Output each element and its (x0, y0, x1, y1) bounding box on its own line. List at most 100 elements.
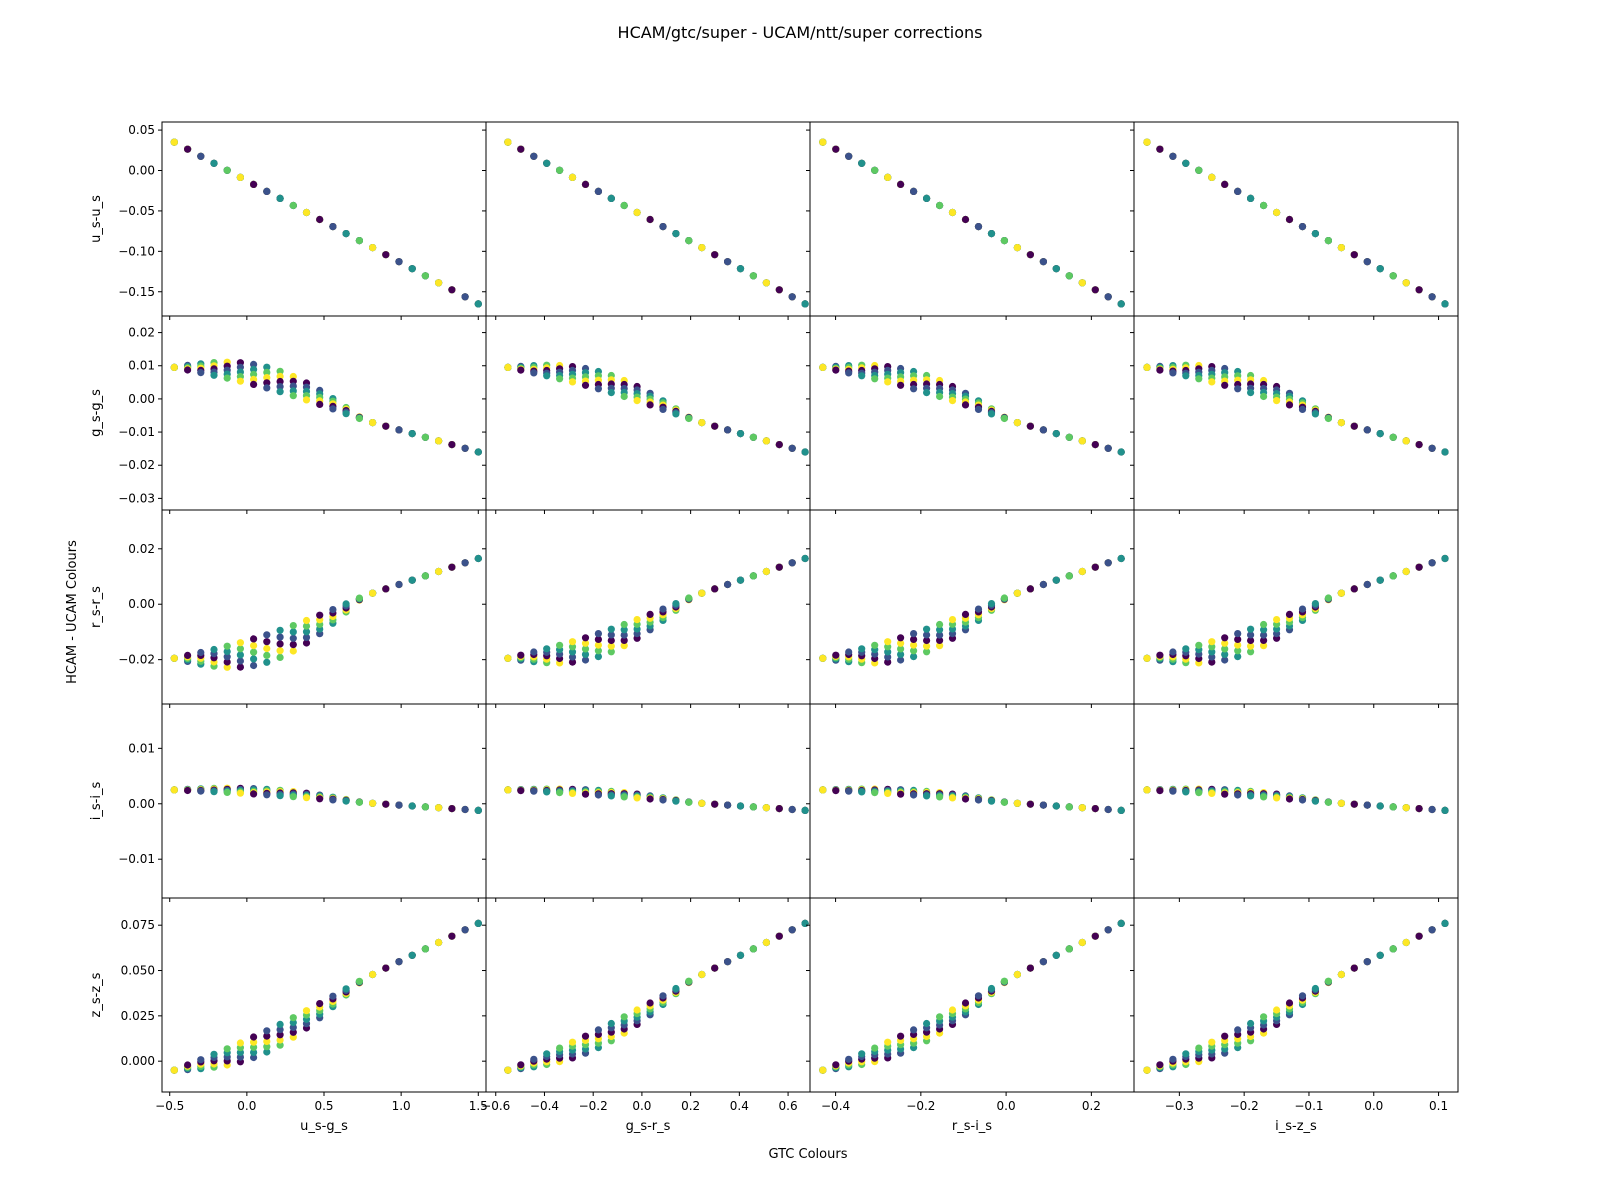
scatter-point (961, 610, 970, 619)
scatter-point (775, 932, 783, 940)
panel-z_s-z_s-vs-u_s-g_s: 0.075 0.050 0.025 0.000 −0.5 0.0 0.5 1.0 1.5 z_s-… (89, 897, 488, 1134)
scatter-point (1052, 430, 1060, 438)
x-tick-label: −0.4 (821, 1099, 850, 1113)
scatter-point (1078, 804, 1086, 812)
scatter-point (355, 977, 363, 985)
scatter-point (1376, 576, 1384, 584)
scatter-point (1065, 433, 1073, 441)
scatter-point (1247, 636, 1255, 645)
scatter-point (724, 426, 732, 434)
scatter-point (474, 300, 482, 308)
scatter-point (1104, 293, 1112, 301)
scatter-point (1415, 805, 1423, 813)
y-tick-label: −0.15 (118, 285, 155, 299)
x-tick-label: −0.6 (481, 1099, 510, 1113)
scatter-point (517, 787, 525, 795)
scatter-point (448, 563, 456, 571)
scatter-point (263, 384, 271, 392)
scatter-point (236, 789, 244, 797)
scatter-point (858, 159, 866, 167)
scatter-point (607, 389, 615, 397)
scatter-point (530, 648, 538, 656)
scatter-point (250, 1038, 258, 1046)
scatter-point (1402, 437, 1410, 445)
scatter-points (504, 138, 809, 308)
scatter-point (1441, 300, 1449, 308)
scatter-point (819, 654, 827, 662)
scatter-points (819, 785, 1125, 815)
panel-u_s-u_s-vs-u_s-g_s: 0.05 0.00 −0.05 −0.10 −0.15 u_s-u_s (89, 121, 487, 320)
scatter-point (620, 201, 628, 210)
scatter-point (1208, 658, 1216, 666)
scatter-point (1091, 805, 1099, 813)
scatter-point (775, 805, 783, 813)
scatter-point (1156, 145, 1164, 153)
scatter-point (749, 945, 758, 953)
scatter-point (408, 430, 416, 438)
scatter-point (263, 368, 271, 376)
scatter-point (1273, 616, 1281, 624)
scatter-point (408, 951, 416, 959)
scatter-point (1260, 636, 1268, 645)
scatter-point (197, 787, 205, 795)
scatter-point (1311, 230, 1319, 238)
scatter-point (1078, 279, 1086, 287)
scatter-point (556, 166, 564, 174)
y-tick-label: 0.00 (128, 797, 155, 811)
scatter-point (685, 237, 693, 245)
scatter-point (1311, 410, 1319, 418)
scatter-point (556, 789, 564, 797)
scatter-point (581, 381, 590, 389)
scatter-point (607, 625, 615, 633)
scatter-point (1000, 237, 1009, 245)
scatter-point (1285, 999, 1294, 1007)
scatter-point (1000, 414, 1009, 423)
scatter-point (316, 215, 324, 224)
scatter-point (871, 789, 879, 797)
scatter-point (620, 793, 628, 801)
scatter-point (421, 945, 429, 953)
scatter-point (342, 600, 350, 608)
scatter-point (1260, 201, 1268, 210)
scatter-point (250, 790, 258, 798)
scatter-point (408, 265, 416, 273)
scatter-point (1337, 799, 1345, 807)
scatter-point (858, 645, 866, 653)
scatter-point (263, 374, 271, 382)
x-tick-label: 1.0 (392, 1099, 411, 1113)
column-xlabel: u_s-g_s (300, 1119, 348, 1134)
scatter-point (210, 645, 218, 654)
scatter-point (223, 642, 231, 650)
scatter-point (775, 563, 783, 571)
scatter-point (276, 653, 284, 662)
scatter-point (504, 138, 512, 146)
scatter-point (672, 600, 680, 608)
scatter-point (845, 369, 853, 377)
scatter-point (711, 251, 719, 259)
scatter-point (250, 642, 258, 650)
scatter-point (236, 663, 244, 671)
scatter-point (1143, 1066, 1151, 1074)
scatter-point (1324, 977, 1332, 985)
y-tick-label: −0.05 (118, 204, 155, 218)
scatter-point (568, 648, 577, 656)
scatter-point (819, 138, 827, 146)
scatter-point (1273, 1006, 1281, 1014)
scatter-point (1389, 272, 1397, 280)
scatter-point (1234, 791, 1242, 799)
x-tick-label: 0.0 (997, 1099, 1016, 1113)
scatter-point (504, 654, 512, 662)
scatter-point (1260, 1013, 1268, 1021)
scatter-point (543, 372, 551, 380)
y-tick-label: 0.00 (128, 164, 155, 178)
scatter-point (633, 794, 641, 802)
scatter-point (1247, 1019, 1255, 1028)
scatter-point (1247, 389, 1255, 397)
scatter-point (659, 605, 667, 613)
scatter-point (1337, 244, 1345, 252)
y-tick-label: −0.01 (118, 852, 155, 866)
scatter-point (897, 790, 905, 798)
scatter-point (594, 187, 603, 195)
scatter-point (1195, 375, 1203, 383)
scatter-point (936, 793, 944, 801)
